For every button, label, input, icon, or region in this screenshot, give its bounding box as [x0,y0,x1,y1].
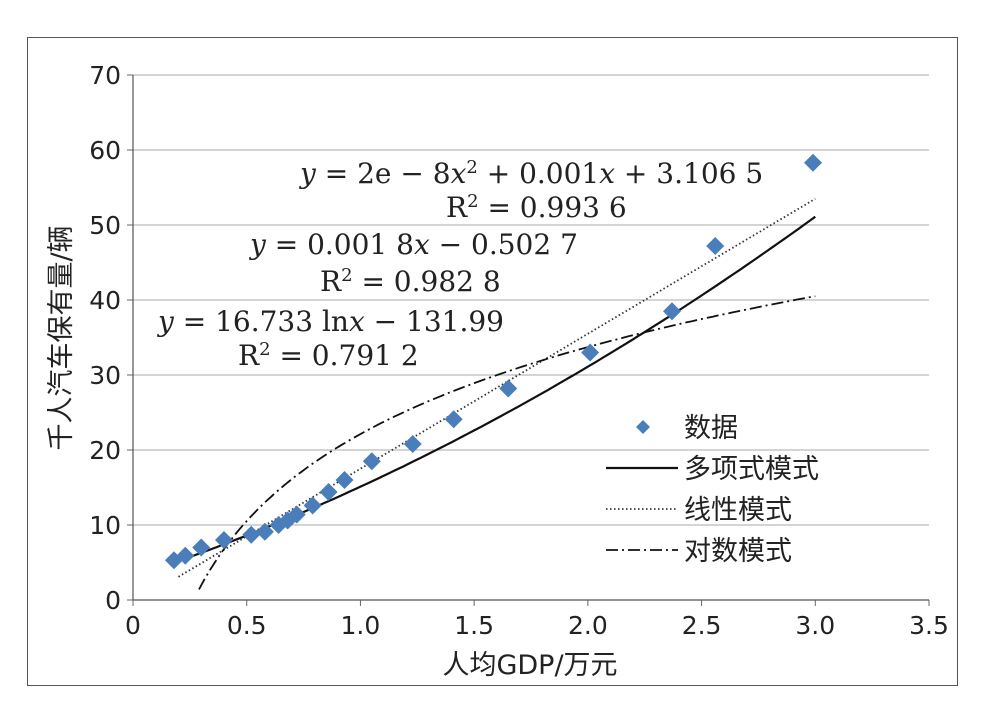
log-equation: y = 16.733 lnx − 131.99 [156,305,504,338]
y-tick-label: 0 [105,586,121,615]
legend-marker-data [636,420,650,434]
y-tick-label: 40 [89,286,121,315]
legend-label-log: 对数模式 [684,536,792,567]
data-point [499,379,518,398]
data-point [255,522,274,541]
x-axis-title: 人均GDP/万元 [442,650,617,681]
y-tick-label: 10 [89,511,121,540]
data-point [581,343,600,362]
y-tick-label: 30 [89,361,121,390]
data-point [287,505,306,524]
y-tick-label: 70 [89,61,121,90]
linear-r2: R2 = 0.982 8 [320,265,501,298]
log-r2: R2 = 0.791 2 [238,339,419,372]
chart-frame [27,37,958,686]
x-tick-label: 2.0 [568,611,608,640]
y-tick-label: 20 [89,436,121,465]
data-point [706,237,725,255]
data-point [444,410,463,429]
legend-label-poly: 多项式模式 [684,454,819,485]
data-point [403,435,422,453]
x-tick-label: 2.5 [682,611,722,640]
tick-labels: 0 10 20 30 40 50 60 70 0 0.5 1.0 1.5 2.0 2.5 3.0 3.5 [89,61,949,640]
gridlines [127,74,930,606]
legend-label-linear: 线性模式 [684,495,792,526]
axes [132,75,929,601]
trend-line-linear [178,198,816,578]
data-point [804,153,823,172]
legend: 数据 多项式模式 线性模式 对数模式 [606,413,819,567]
x-tick-label: 3.0 [795,611,835,640]
y-tick-label: 60 [89,136,121,165]
data-points [164,153,823,570]
x-tick-label: 0.5 [227,611,267,640]
y-tick-label: 50 [89,211,121,240]
poly-r2: R2 = 0.993 6 [446,191,627,224]
data-point [335,471,354,489]
data-point [303,496,322,515]
data-point [362,452,381,471]
x-tick-label: 0 [125,611,141,640]
x-tick-label: 3.5 [909,611,949,640]
poly-equation: y = 2e − 8x2 + 0.001x + 3.106 5 [298,157,763,190]
data-point [176,546,195,565]
data-point [242,525,261,544]
data-point [319,483,338,501]
data-point [663,302,682,321]
x-tick-label: 1.5 [454,611,494,640]
y-axis-title: 千人汽车保有量/辆 [46,225,77,450]
trend-line-log [198,295,816,590]
x-tick-label: 1.0 [341,611,381,640]
legend-label-data: 数据 [684,413,738,444]
data-point [214,531,233,549]
data-point [192,538,211,557]
linear-equation: y = 0.001 8x − 0.502 7 [248,228,578,261]
